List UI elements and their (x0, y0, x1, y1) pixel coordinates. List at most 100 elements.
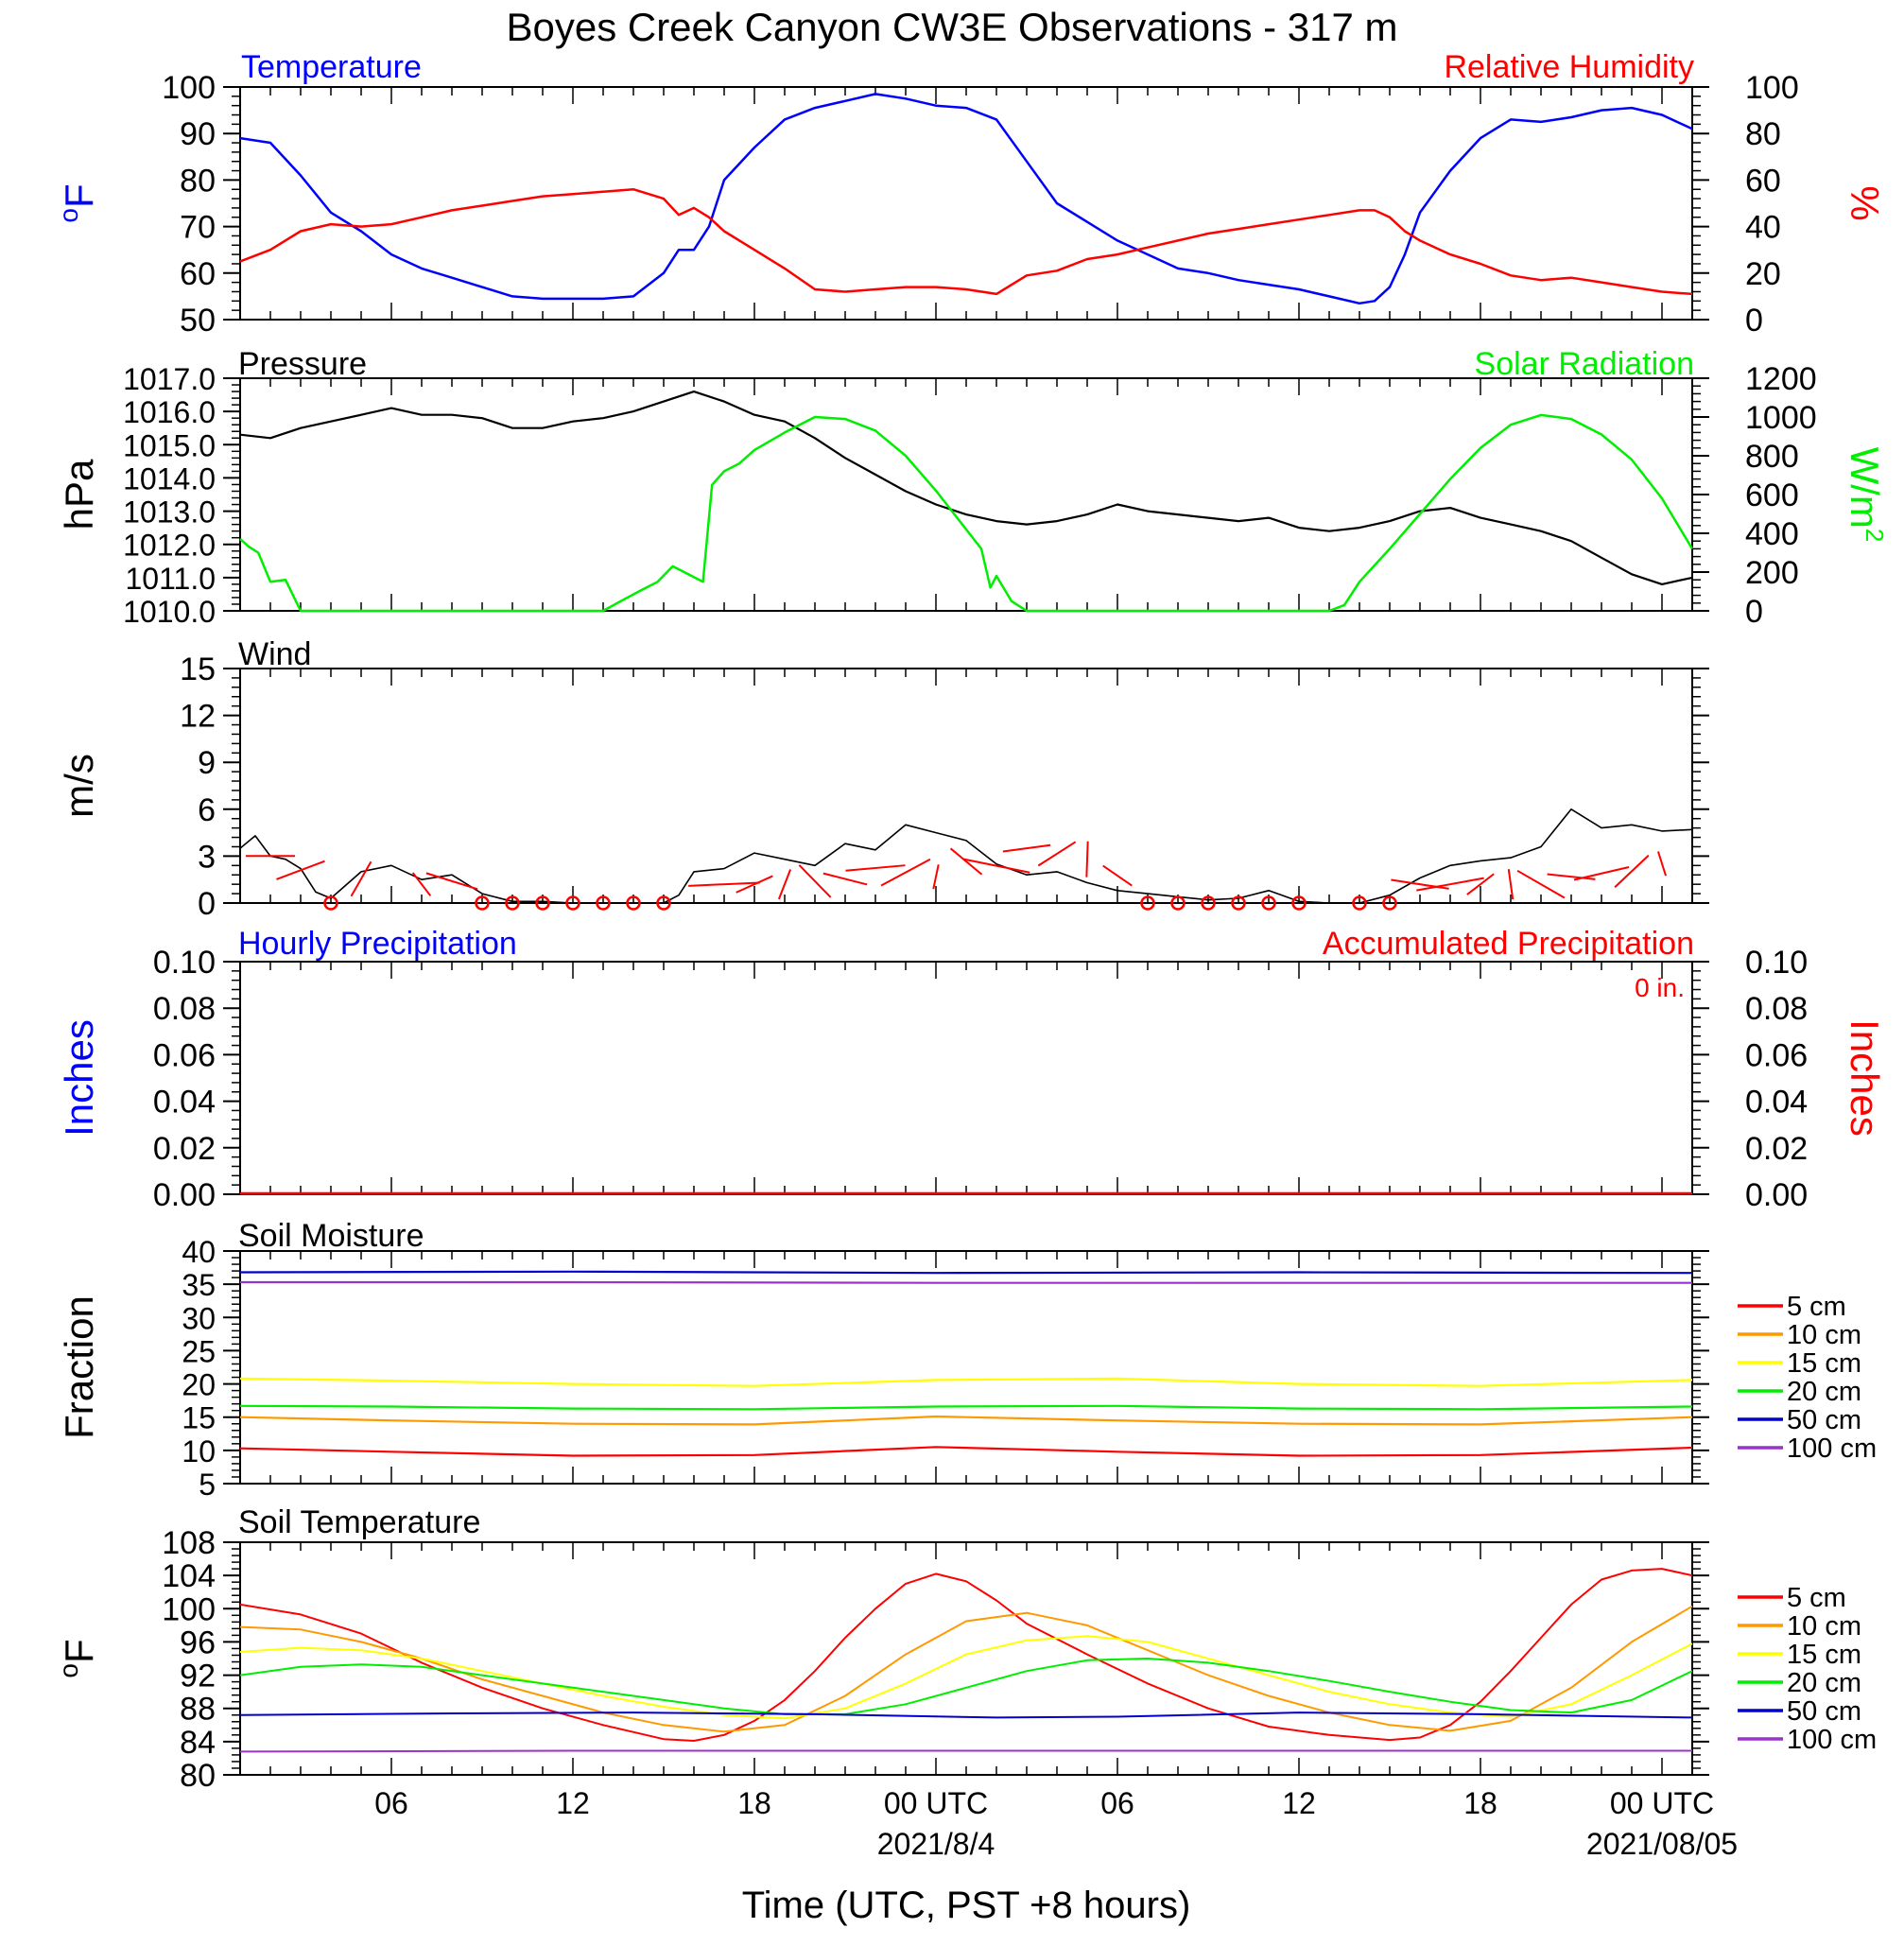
calm-wind-marker (535, 895, 550, 911)
wind-barb (880, 858, 931, 887)
precip-axis-tick-label: 0.08 (153, 991, 216, 1027)
solar-axis-tick-label: 800 (1745, 439, 1799, 475)
wind-axis-tick-label: 3 (198, 839, 216, 875)
wind-barb (949, 847, 983, 876)
wind-barb (1466, 873, 1495, 895)
wind-barb (1656, 851, 1668, 877)
soil-temp-line-20cm (239, 1658, 1693, 1715)
pressure-axis-tick-label: 1015.0 (123, 428, 216, 462)
wind-barb (1547, 873, 1596, 880)
soil-moisture-axis-tick-label: 15 (182, 1401, 216, 1435)
precip-axis-tick-label: 0.04 (153, 1085, 216, 1121)
soil-moisture-title: Soil Moisture (238, 1218, 424, 1254)
wind-panel-title: Wind (238, 636, 311, 672)
calm-wind-marker (1352, 895, 1367, 911)
x-tick-label: 18 (1463, 1786, 1497, 1820)
precip-axis-tick-label: 0.02 (153, 1131, 216, 1167)
solar-unit-label: W/m2 (1843, 447, 1889, 543)
wind-barb (932, 864, 940, 890)
wind-barb (822, 872, 868, 886)
pressure-line (239, 391, 1693, 585)
chart-title: Boyes Creek Canyon CW3E Observations - 3… (506, 5, 1397, 49)
temp-axis-tick-label: 50 (180, 303, 216, 339)
soil-temp-line-10cm (239, 1605, 1693, 1733)
soil-moisture-legend-label: 5 cm (1787, 1292, 1846, 1322)
pressure-unit-label: hPa (57, 459, 101, 530)
wind-barb (1416, 877, 1484, 892)
wind-barb (962, 858, 1030, 874)
accum-precip-axis-tick-label: 0.06 (1745, 1037, 1808, 1073)
x-tick-label: 18 (737, 1786, 771, 1820)
soil-moisture-axis-tick-label: 20 (182, 1368, 216, 1402)
x-date-label: 2021/08/05 (1586, 1827, 1738, 1861)
hourly-precip-title: Hourly Precipitation (238, 926, 517, 962)
pressure-axis-tick-label: 1017.0 (123, 362, 216, 396)
soil-moisture-line-100cm (240, 1280, 1692, 1284)
calm-wind-marker (1231, 895, 1246, 911)
pressure-axis-tick-label: 1010.0 (123, 595, 216, 629)
calm-wind-marker (1170, 895, 1186, 911)
pressure-axis-tick-label: 1013.0 (123, 495, 216, 530)
x-tick-label: 12 (556, 1786, 590, 1820)
pressure-axis-tick-label: 1016.0 (123, 395, 216, 429)
wind-barb (1516, 869, 1566, 899)
wind-barb (425, 872, 478, 891)
soil-moisture-legend-label: 50 cm (1787, 1405, 1861, 1435)
temp-axis-tick-label: 80 (180, 163, 216, 199)
precip-axis-tick-label: 0.06 (153, 1037, 216, 1073)
temp-unit-label: oF (54, 183, 101, 222)
panel-frame-soil_temp (239, 1541, 1693, 1776)
solar-axis-tick-label: 200 (1745, 555, 1799, 591)
accum-precip-title: Accumulated Precipitation (1323, 926, 1694, 962)
soil-temp-axis-tick-label: 88 (180, 1692, 216, 1728)
soil-temp-axis-tick-label: 104 (162, 1558, 216, 1594)
calm-wind-marker (1201, 895, 1216, 911)
wind-barb (1391, 878, 1449, 890)
calm-wind-marker (475, 895, 490, 911)
soil-temp-axis-tick-label: 96 (180, 1625, 216, 1660)
wind-barb (411, 872, 432, 896)
panel-frame-wind (239, 668, 1693, 904)
pressure-axis-tick-label: 1012.0 (123, 529, 216, 563)
accum-precip-axis-tick-label: 0.04 (1745, 1085, 1808, 1121)
calm-wind-marker (1382, 895, 1397, 911)
pressure-axis-tick-label: 1014.0 (123, 461, 216, 495)
soil-temp-axis-tick-label: 80 (180, 1758, 216, 1794)
temperature-line (239, 93, 1693, 305)
soil-temp-axis-tick-label: 100 (162, 1591, 216, 1627)
soil-temp-title: Soil Temperature (238, 1504, 480, 1540)
rh-axis-tick-label: 0 (1745, 303, 1763, 339)
accum-precip-total: 0 in. (1635, 973, 1685, 1002)
soil-moisture-legend-label: 100 cm (1787, 1433, 1877, 1464)
calm-wind-marker (656, 895, 671, 911)
panel-frame-temp_rh (239, 86, 1693, 321)
soil-moisture-axis-tick-label: 30 (182, 1301, 216, 1335)
soil-temp-line-50cm (239, 1711, 1693, 1719)
soil-moisture-axis-tick-label: 40 (182, 1235, 216, 1269)
wind-axis-tick-label: 0 (198, 886, 216, 922)
soil-temp-line-5cm (239, 1568, 1693, 1742)
soil-temp-legend-label: 5 cm (1787, 1583, 1846, 1613)
soil-temp-axis-tick-label: 84 (180, 1725, 216, 1761)
accum-precip-axis-tick-label: 0.02 (1745, 1131, 1808, 1167)
soil-moisture-axis-tick-label: 10 (182, 1434, 216, 1468)
soil-moisture-line-15cm (239, 1377, 1693, 1387)
soil-moisture-line-10cm (239, 1415, 1693, 1426)
temp-panel-title: Temperature (241, 49, 422, 85)
hourly-precip-unit-label: Inches (57, 1019, 101, 1137)
soil-moisture-line-5cm (239, 1446, 1693, 1457)
soil-temp-legend-label: 10 cm (1787, 1611, 1861, 1642)
x-tick-label: 06 (374, 1786, 408, 1820)
wind-unit-label: m/s (57, 754, 101, 818)
wind-barb (1102, 864, 1133, 887)
soil-temp-line-100cm (239, 1749, 1692, 1753)
precip-axis-tick-label: 0.00 (153, 1177, 216, 1213)
rh-axis-tick-label: 40 (1745, 210, 1781, 246)
rh-axis-tick-label: 60 (1745, 163, 1781, 199)
precip-axis-tick-label: 0.10 (153, 945, 216, 981)
soil-temp-legend-label: 50 cm (1787, 1696, 1861, 1727)
soil-temp-legend-label: 20 cm (1787, 1668, 1861, 1698)
accum-precip-axis-tick-label: 0.08 (1745, 991, 1808, 1027)
soil-moisture-axis-tick-label: 25 (182, 1334, 216, 1368)
